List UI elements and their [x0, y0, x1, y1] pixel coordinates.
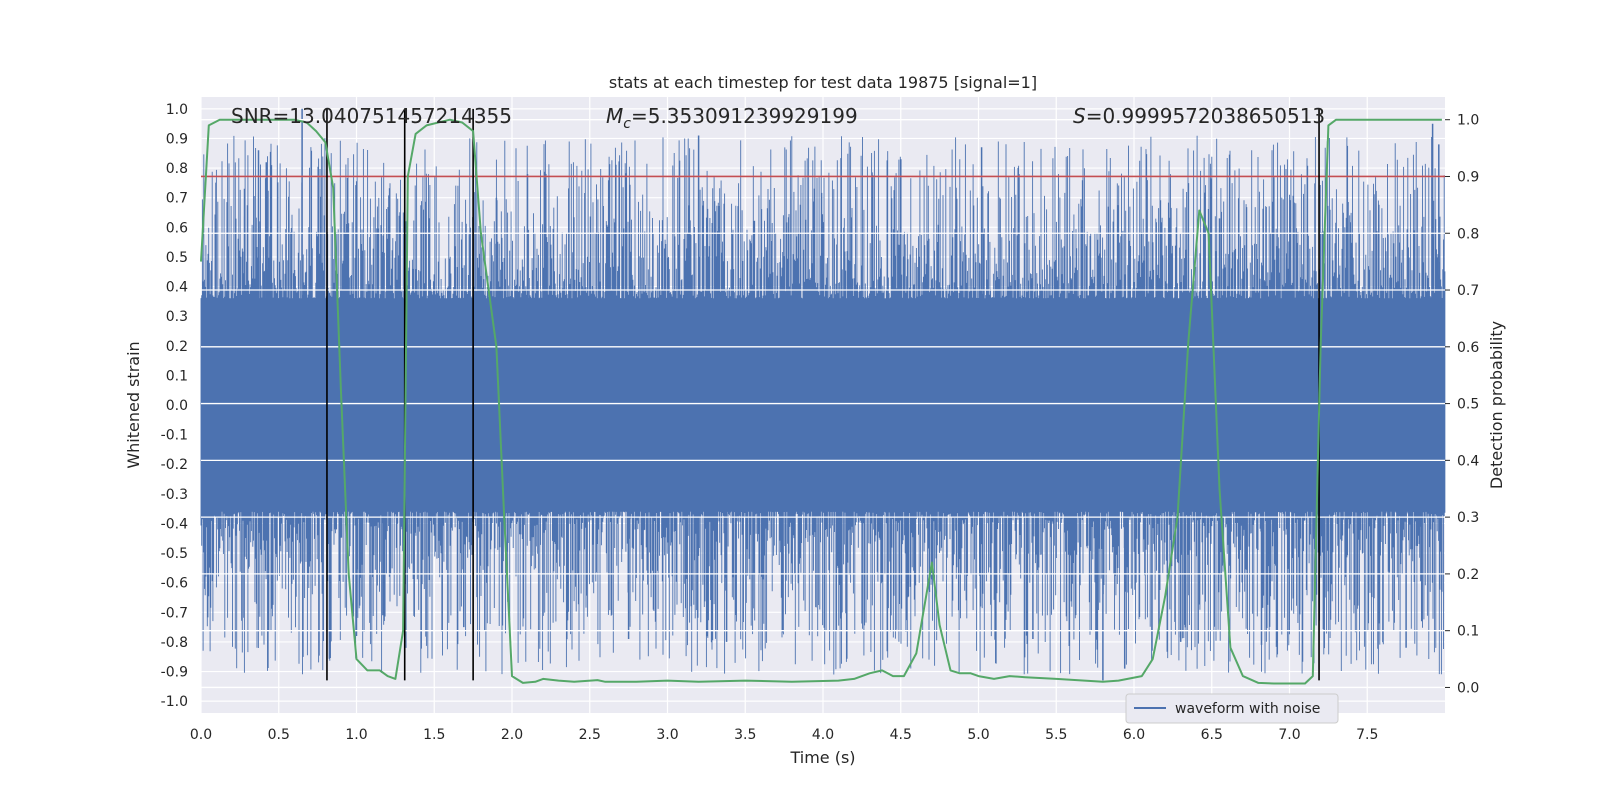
y-tick-label-left: -1.0: [161, 694, 188, 710]
waveform-spikes: [243, 108, 1440, 681]
tick-labels: 0.0 0.5 1.0 1.5 2.0 2.5 3.0 3.5 4.0 4.5 5.0 5.5 6.0 6…: [161, 102, 1480, 743]
mc-annotation: Mc=5.353091239929199: [606, 104, 858, 132]
chart-title: stats at each timestep for test data 198…: [609, 73, 1037, 92]
y-tick-label-left: 0.1: [166, 368, 188, 384]
y-tick-label-right: 0.9: [1457, 169, 1479, 185]
y-tick-label-left: -0.8: [161, 635, 188, 651]
y-tick-label-right: 0.1: [1457, 624, 1479, 640]
mc-value: =5.353091239929199: [631, 104, 858, 128]
y-tick-label-left: 0.0: [166, 398, 188, 414]
y-tick-label-left: -0.3: [161, 487, 188, 503]
waveform-series: [200, 108, 1446, 681]
s-annotation: S=0.9999572038650513: [1073, 104, 1325, 128]
x-tick-label: 3.0: [656, 727, 678, 743]
x-tick-label: 7.5: [1356, 727, 1378, 743]
x-tick-label: 1.0: [345, 727, 367, 743]
y-tick-label-right: 0.2: [1457, 567, 1479, 583]
x-tick-label: 2.5: [579, 727, 601, 743]
x-tick-label: 6.5: [1201, 727, 1223, 743]
waveform-trace: [200, 135, 1446, 675]
y-tick-label-left: 1.0: [166, 102, 188, 118]
y-tick-label-left: -0.7: [161, 605, 188, 621]
y-tick-label-left: 0.7: [166, 191, 188, 207]
x-tick-label: 5.5: [1045, 727, 1067, 743]
y-tick-label-left: -0.2: [161, 457, 188, 473]
y-tick-label-left: -0.9: [161, 665, 188, 681]
x-tick-label: 4.5: [890, 727, 912, 743]
x-tick-label: 0.0: [190, 727, 212, 743]
legend-box: [1125, 693, 1339, 724]
legend: waveform with noise: [1125, 693, 1339, 724]
snr-annotation: SNR=13.040751457214355: [231, 104, 512, 128]
y-tick-label-right: 1.0: [1457, 113, 1479, 129]
x-tick-label: 6.0: [1123, 727, 1145, 743]
x-axis-label: Time (s): [789, 748, 855, 767]
y-tick-label-right: 0.0: [1457, 680, 1479, 696]
s-value: =0.9999572038650513: [1086, 104, 1325, 128]
y-tick-label-left: -0.5: [161, 546, 188, 562]
y-tick-label-left: 0.2: [166, 339, 188, 355]
y-tick-label-left: -0.1: [161, 428, 188, 444]
x-tick-label: 5.0: [967, 727, 989, 743]
y-tick-label-right: 0.7: [1457, 283, 1479, 299]
x-tick-label: 2.0: [501, 727, 523, 743]
y-tick-label-left: 0.9: [166, 131, 188, 147]
y-tick-label-right: 0.8: [1457, 226, 1479, 242]
y-tick-label-right: 0.4: [1457, 453, 1479, 469]
x-tick-label: 3.5: [734, 727, 756, 743]
y-tick-label-left: 0.6: [166, 220, 188, 236]
y-axis-label-right: Detection probability: [1487, 321, 1506, 489]
x-tick-label: 0.5: [268, 727, 290, 743]
mc-subscript: c: [623, 116, 631, 132]
y-tick-label-right: 0.3: [1457, 510, 1479, 526]
x-tick-label: 4.0: [812, 727, 834, 743]
y-tick-label-right: 0.6: [1457, 340, 1479, 356]
y-tick-label-left: 0.5: [166, 250, 188, 266]
y-tick-label-left: -0.6: [161, 576, 188, 592]
y-axis-label-left: Whitened strain: [124, 341, 143, 468]
mc-symbol: M: [606, 104, 623, 128]
s-symbol: S: [1073, 104, 1086, 128]
y-tick-label-left: -0.4: [161, 516, 188, 532]
x-tick-label: 1.5: [423, 727, 445, 743]
y-tick-label-right: 0.5: [1457, 397, 1479, 413]
probability-line: [200, 118, 1442, 685]
y-tick-label-left: 0.3: [166, 309, 188, 325]
y-tick-label-left: 0.4: [166, 280, 188, 296]
probability-series: [200, 118, 1442, 685]
legend-entry-waveform: waveform with noise: [1175, 701, 1320, 717]
y-tick-label-left: 0.8: [166, 161, 188, 177]
x-tick-label: 7.0: [1278, 727, 1300, 743]
